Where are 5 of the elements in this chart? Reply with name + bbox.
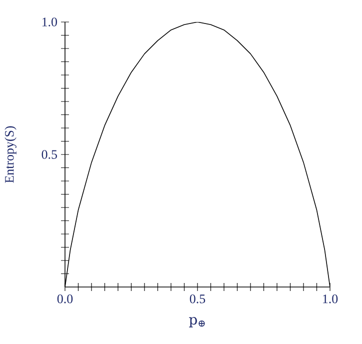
x-axis-title: p$_{⊕}$: [189, 317, 205, 328]
x-tick-label: 0.5: [190, 294, 206, 304]
y-axis-title: Entropy(S): [4, 126, 16, 183]
x-tick-label: 0.0: [57, 294, 73, 304]
x-tick-label: 1.0: [323, 294, 338, 304]
